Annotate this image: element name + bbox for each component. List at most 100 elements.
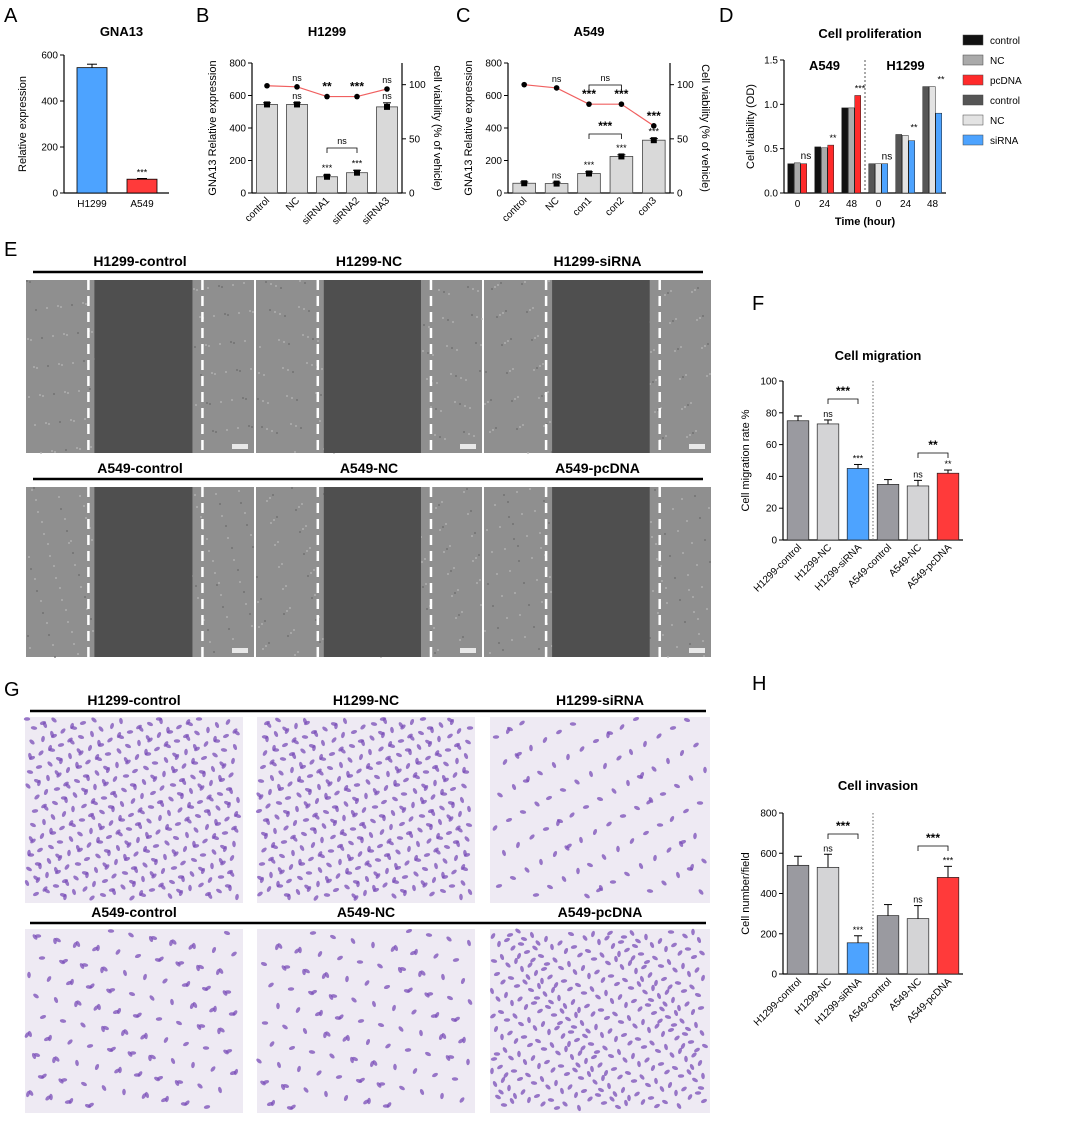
stained-cell <box>143 765 149 771</box>
legend-swatch <box>962 94 984 106</box>
stained-cell <box>659 1086 665 1092</box>
bar <box>846 942 870 975</box>
cell-speckle <box>502 312 504 314</box>
stained-cell <box>667 1028 675 1032</box>
y-tick-label: 600 <box>229 91 246 102</box>
line-significance: *** <box>582 87 596 101</box>
cell-speckle <box>538 397 540 399</box>
cell-speckle <box>303 553 305 555</box>
stained-cell <box>456 728 462 734</box>
stained-cell <box>188 884 192 892</box>
stained-cell <box>590 1065 594 1073</box>
stained-cell <box>223 800 231 806</box>
cell-speckle <box>29 281 31 283</box>
stained-cell <box>569 722 577 726</box>
stained-cell <box>412 1068 418 1074</box>
stained-cell <box>551 762 557 768</box>
cell-speckle <box>447 319 449 321</box>
cell-speckle <box>226 429 228 431</box>
stained-cell <box>394 862 398 870</box>
stained-cell <box>141 1093 147 1099</box>
cell-speckle <box>225 371 227 373</box>
stained-cell <box>231 951 237 957</box>
cell-speckle <box>52 335 54 337</box>
cell-speckle <box>649 637 651 639</box>
stained-cell <box>694 1021 698 1029</box>
cell-speckle <box>45 422 47 424</box>
stained-cell <box>631 1052 635 1060</box>
stained-cell <box>73 875 79 881</box>
image-label: A549-pcDNA <box>555 460 640 476</box>
stained-cell <box>595 994 601 1000</box>
stained-cell <box>671 996 675 1004</box>
stained-cell <box>419 1089 425 1095</box>
stained-cell <box>101 879 109 883</box>
stained-cell <box>424 992 430 998</box>
stained-cell <box>694 967 700 973</box>
cell-speckle <box>269 497 271 499</box>
stained-cell <box>490 1057 498 1061</box>
cell-speckle <box>551 451 553 453</box>
cell-speckle <box>510 338 512 340</box>
cell-speckle <box>266 500 268 502</box>
stained-cell <box>42 886 48 892</box>
stained-cell <box>367 1097 371 1105</box>
stained-cell <box>393 779 397 787</box>
stained-cell <box>617 1074 623 1080</box>
cell-speckle <box>207 629 209 631</box>
stained-cell <box>559 788 567 792</box>
stained-cell <box>539 858 543 866</box>
cell-speckle <box>215 493 217 495</box>
bar <box>895 134 902 194</box>
cell-speckle <box>494 504 496 506</box>
stained-cell <box>492 1081 498 1087</box>
stained-cell <box>643 830 649 836</box>
stained-cell <box>680 989 688 993</box>
stained-cell <box>57 743 65 747</box>
stained-cell <box>211 849 217 855</box>
scale-bar <box>689 648 705 653</box>
cell-speckle <box>60 306 62 308</box>
stained-cell <box>386 838 392 844</box>
stained-cell <box>390 810 396 816</box>
cell-speckle <box>487 401 489 403</box>
stained-cell <box>123 969 127 977</box>
stained-cell <box>148 935 154 943</box>
stained-cell <box>343 717 347 725</box>
stained-cell <box>58 1078 64 1084</box>
stained-cell <box>430 1014 438 1018</box>
stained-cell <box>689 1064 695 1070</box>
x-tick-label: control <box>243 195 272 224</box>
stained-cell <box>661 880 667 886</box>
stained-cell <box>459 1097 465 1103</box>
bar <box>902 135 909 194</box>
stained-cell <box>634 805 640 811</box>
stained-cell <box>537 954 545 958</box>
stained-cell <box>396 836 404 840</box>
legend-swatch <box>962 34 984 46</box>
cell-speckle <box>322 638 324 640</box>
stained-cell <box>231 757 235 765</box>
cell-speckle <box>500 282 502 284</box>
cell-speckle <box>239 370 241 372</box>
stained-cell <box>684 1055 688 1063</box>
stained-cell <box>527 1042 533 1048</box>
bar <box>929 86 936 194</box>
stained-cell <box>432 1072 438 1078</box>
stained-cell <box>170 765 176 773</box>
stained-cell <box>26 1090 30 1098</box>
legend-label: NC <box>990 116 1004 127</box>
stained-cell <box>544 1059 550 1065</box>
stained-cell <box>132 768 138 774</box>
bar-point <box>650 137 657 144</box>
stained-cell <box>292 819 298 827</box>
stained-cell <box>336 843 344 849</box>
stained-cell <box>629 838 635 844</box>
stained-cell <box>537 770 543 776</box>
cell-speckle <box>208 550 210 552</box>
stained-cell <box>236 796 240 804</box>
cell-speckle <box>269 309 271 311</box>
stained-cell <box>451 869 457 875</box>
cell-speckle <box>61 364 63 366</box>
cell-speckle <box>512 523 514 525</box>
